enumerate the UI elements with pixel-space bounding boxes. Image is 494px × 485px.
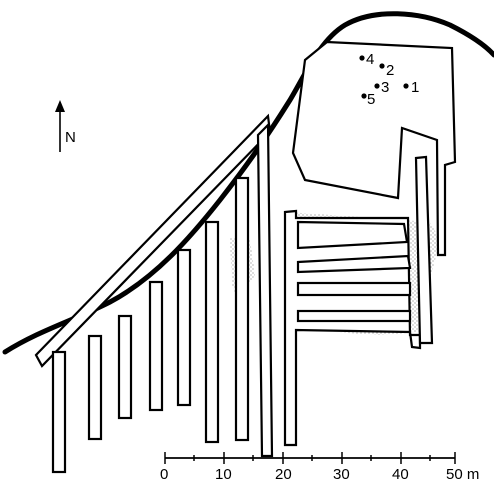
wall-tooth bbox=[256, 122, 274, 458]
scale-tick-20: 20 bbox=[275, 466, 292, 483]
point-3: 3 bbox=[374, 79, 389, 96]
diagonal-wall bbox=[34, 113, 272, 368]
scale-bar: 0 10 20 30 40 50 m bbox=[160, 452, 479, 483]
point-2: 2 bbox=[379, 62, 394, 79]
scale-tick-30: 30 bbox=[333, 466, 350, 483]
wall-tooth bbox=[176, 248, 192, 407]
enclosure-wall bbox=[291, 40, 457, 257]
wall-tooth bbox=[148, 280, 164, 412]
wall-tooth bbox=[87, 334, 103, 441]
point-4: 4 bbox=[359, 51, 374, 68]
room-3 bbox=[296, 281, 412, 297]
room-2 bbox=[296, 254, 412, 274]
north-arrow: N bbox=[55, 100, 76, 152]
scale-tick-40: 40 bbox=[392, 466, 409, 483]
north-label: N bbox=[65, 129, 76, 146]
svg-text:5: 5 bbox=[367, 91, 375, 108]
room-1 bbox=[296, 220, 409, 250]
right-wall bbox=[414, 155, 434, 345]
wall-tooth bbox=[51, 350, 67, 474]
svg-text:1: 1 bbox=[411, 79, 419, 96]
wall-tooth bbox=[117, 314, 133, 420]
wall-tooth bbox=[204, 220, 220, 444]
scale-tick-50: 50 m bbox=[446, 466, 479, 483]
wall-tooth bbox=[234, 176, 250, 442]
hillside-contour bbox=[2, 11, 494, 355]
point-1: 1 bbox=[403, 79, 419, 96]
room-4 bbox=[296, 309, 412, 323]
scale-tick-10: 10 bbox=[215, 466, 232, 483]
svg-text:2: 2 bbox=[386, 62, 394, 79]
scale-tick-0: 0 bbox=[160, 466, 168, 483]
point-5: 5 bbox=[361, 91, 375, 108]
svg-text:4: 4 bbox=[366, 51, 374, 68]
svg-text:3: 3 bbox=[381, 79, 389, 96]
